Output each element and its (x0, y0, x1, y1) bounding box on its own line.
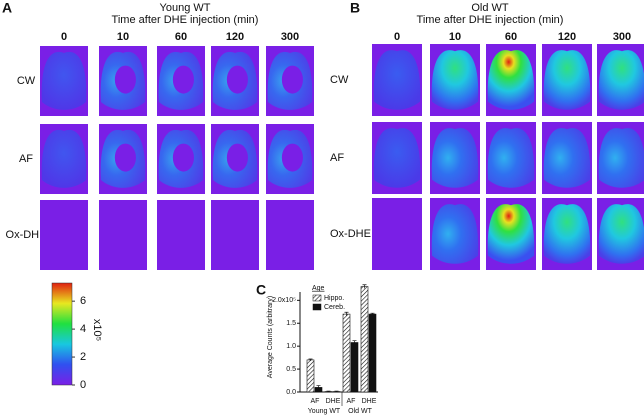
image-hole (281, 65, 303, 94)
image-hole (226, 65, 248, 94)
column-header: 60 (175, 31, 187, 43)
image-signal (543, 50, 591, 110)
panel-subtitle: Time after DHE injection (min) (417, 14, 564, 26)
image-signal (373, 128, 421, 188)
error-bar (316, 385, 321, 390)
image-cell (40, 200, 88, 270)
row-label: CW (330, 74, 349, 86)
image-cell (211, 200, 259, 270)
image-signal (487, 128, 535, 188)
image-signal (543, 204, 591, 264)
legend-label: Cereb. (324, 304, 345, 311)
row-label: CW (17, 75, 36, 87)
y-tick-label: 1.5 (286, 320, 296, 327)
image-hole (281, 143, 303, 172)
panel-letter: B (350, 0, 360, 16)
image-signal (431, 50, 479, 110)
column-header: 60 (505, 31, 517, 43)
group-label: Old WT (348, 408, 372, 415)
x-tick-label: AF (311, 398, 320, 405)
row-label: Ox-DHE (330, 228, 371, 240)
legend-swatch (312, 303, 322, 311)
error-bar (308, 358, 313, 361)
image-signal (431, 204, 479, 264)
error-bar (334, 390, 339, 392)
image-signal (598, 128, 644, 188)
error-bar (362, 284, 367, 289)
column-header: 0 (394, 31, 400, 43)
panel-title: Young WT (160, 2, 211, 14)
row-label: Ox-DHE (6, 229, 47, 241)
x-tick-label: DHE (362, 398, 377, 405)
y-tick-label: 0.5 (286, 366, 296, 373)
image-hole (172, 65, 194, 94)
image-signal (373, 50, 421, 110)
group-label: Young WT (308, 408, 341, 415)
column-header: 10 (449, 31, 461, 43)
x-tick-label: AF (347, 398, 356, 405)
column-header: 120 (558, 31, 576, 43)
colorbar-tick-label: 4 (80, 323, 86, 335)
image-cell (99, 200, 147, 270)
bar (342, 313, 351, 393)
image-cell (266, 200, 314, 270)
bar (360, 286, 369, 393)
image-hole (114, 143, 136, 172)
legend-title: Age (312, 285, 325, 292)
row-label: AF (330, 152, 344, 164)
y-tick-label: 2.0x10⁵ (272, 297, 296, 304)
panel-letter: A (2, 0, 12, 16)
image-hole (226, 143, 248, 172)
panel-letter: C (256, 282, 266, 298)
column-header: 120 (226, 31, 244, 43)
image-signal (598, 204, 644, 264)
colorbar-tick-label: 2 (80, 351, 86, 363)
column-header: 0 (61, 31, 67, 43)
column-header: 10 (117, 31, 129, 43)
image-signal (543, 128, 591, 188)
row-label: AF (19, 153, 33, 165)
image-signal (41, 51, 87, 110)
legend-swatch (312, 294, 322, 302)
panel-title: Old WT (471, 2, 509, 14)
y-axis-label: Average Counts (arbitrary) (267, 296, 274, 378)
image-cell (372, 198, 422, 270)
error-bar (326, 390, 331, 392)
colorbar-label: x10⁵ (91, 319, 103, 341)
image-hole (172, 143, 194, 172)
y-tick-label: 1.0 (286, 343, 296, 350)
legend-label: Hippo. (324, 295, 344, 302)
image-cell (157, 200, 205, 270)
image-signal (598, 50, 644, 110)
image-signal (431, 128, 479, 188)
image-signal (41, 129, 87, 188)
panel-subtitle: Time after DHE injection (min) (112, 14, 259, 26)
column-header: 300 (281, 31, 299, 43)
colorbar (51, 282, 73, 386)
colorbar-tick-label: 6 (80, 295, 86, 307)
image-signal (487, 204, 535, 264)
image-hole (114, 65, 136, 94)
column-header: 300 (613, 31, 631, 43)
bar (306, 359, 315, 393)
image-signal (487, 50, 535, 110)
y-tick-label: 0.0 (286, 389, 296, 396)
bar (368, 313, 377, 393)
error-bar (352, 340, 357, 345)
x-tick-label: DHE (326, 398, 341, 405)
colorbar-tick-label: 0 (80, 379, 86, 391)
bar (350, 342, 359, 393)
error-bar (370, 312, 375, 315)
error-bar (344, 311, 349, 316)
